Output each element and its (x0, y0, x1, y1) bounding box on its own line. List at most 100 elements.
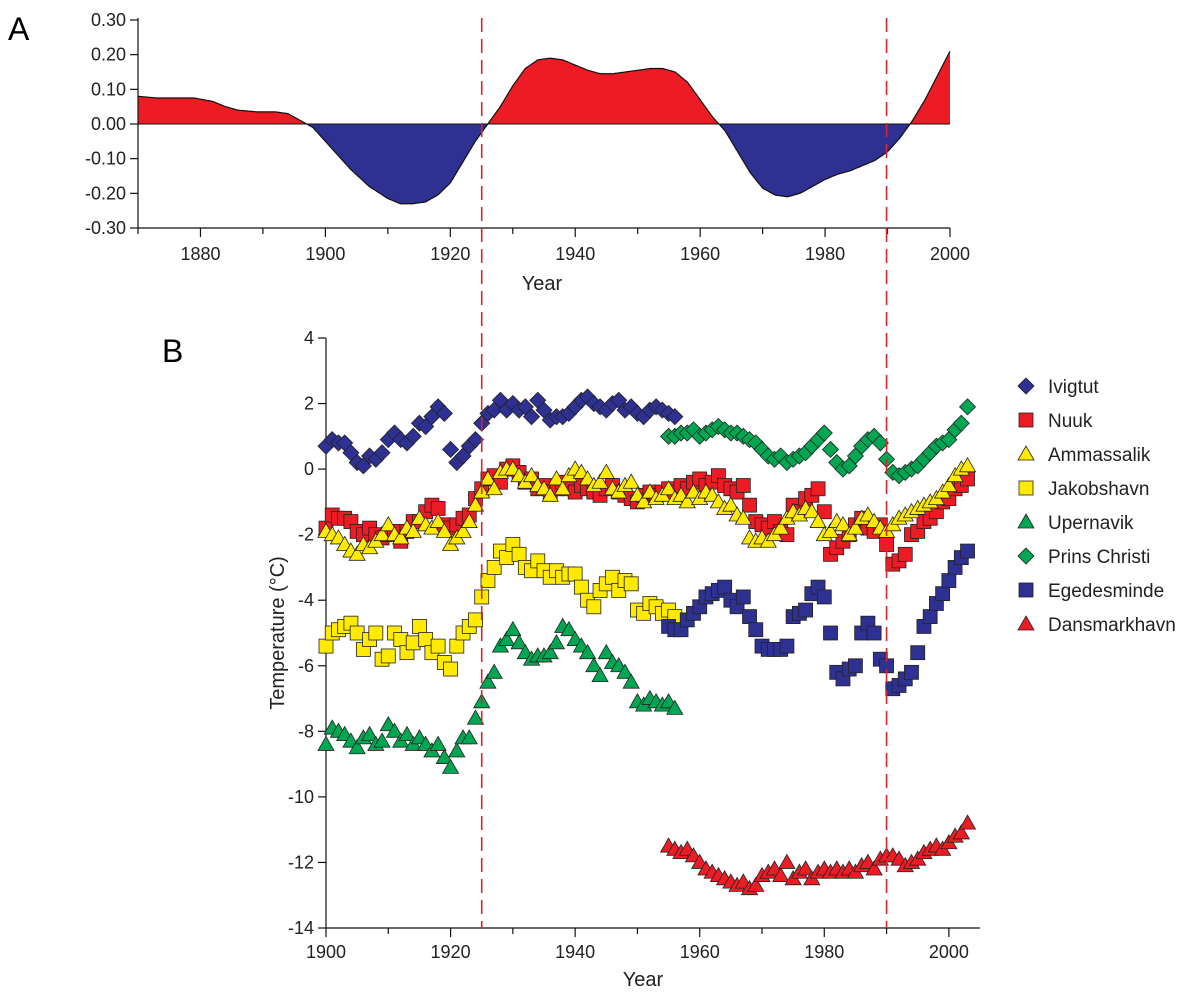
data-point (443, 661, 458, 677)
y-tick-label-b: -12 (288, 852, 314, 872)
data-point (466, 431, 485, 449)
data-point (935, 586, 951, 602)
data-point (742, 609, 757, 625)
data-point (511, 546, 527, 562)
data-point (958, 398, 977, 416)
legend-item: Nuuk (1018, 411, 1093, 432)
data-point (659, 479, 678, 496)
data-point (597, 643, 615, 660)
data-point (510, 634, 528, 650)
x-axis-title-b: Year (623, 969, 664, 991)
y-tick-label-b: -2 (298, 525, 314, 545)
data-point (816, 504, 832, 520)
data-point (779, 638, 795, 654)
data-point (441, 758, 460, 774)
series-ammassalik (317, 457, 977, 561)
legend-label: Egedesminde (1048, 581, 1164, 602)
data-point (578, 643, 597, 660)
area-outline (137, 50, 951, 205)
y-tick-label-b: -8 (298, 721, 314, 741)
legend-marker (1017, 547, 1035, 565)
y-tick-label-b: -6 (298, 656, 314, 676)
y-tick-label-b: -10 (288, 787, 314, 807)
data-point (522, 466, 541, 483)
x-tick-label-a: 2000 (930, 244, 970, 264)
data-point (485, 663, 503, 679)
data-point (466, 709, 485, 725)
data-point (742, 497, 757, 513)
data-point (380, 648, 396, 664)
data-point (866, 625, 882, 641)
x-tick-label-b: 1900 (306, 942, 346, 962)
data-point (522, 408, 541, 426)
data-point (485, 479, 503, 496)
data-point (368, 625, 384, 641)
legend-label: Jakobshavn (1048, 479, 1149, 500)
legend-marker (1017, 615, 1035, 631)
data-point (846, 519, 865, 535)
data-point (734, 509, 753, 525)
x-tick-label-a: 1960 (680, 244, 720, 264)
data-point (398, 725, 416, 742)
x-tick-label-b: 1980 (804, 942, 844, 962)
y-tick-label-a: 0.30 (91, 10, 126, 30)
data-point (573, 579, 589, 595)
data-point (717, 579, 733, 595)
reference-lines (480, 18, 888, 928)
data-point (318, 638, 334, 654)
x-tick-label-b: 1920 (431, 942, 471, 962)
panel-label-a: A (8, 11, 30, 47)
y-tick-label-b: -14 (288, 918, 314, 938)
data-point (958, 457, 977, 473)
data-point (941, 573, 957, 588)
x-tick-label-a: 1880 (180, 244, 220, 264)
data-point (823, 625, 838, 641)
data-point (541, 643, 559, 660)
data-point (404, 522, 422, 538)
legend-item: Egedesminde (1018, 581, 1164, 602)
data-point (666, 408, 684, 426)
data-point (412, 619, 427, 634)
y-tick-label-b: 4 (304, 328, 314, 348)
panel-b-chart: 4 2 0 -2 -4 -6 -8 -10 -12 -14 1900 1920 1940 1960 1980… (267, 328, 980, 991)
data-point (622, 473, 640, 489)
data-point (442, 440, 460, 459)
data-point (486, 560, 502, 575)
data-point (735, 589, 751, 605)
data-point (865, 860, 883, 876)
data-point (547, 470, 566, 486)
legend-item: Jakobshavn (1018, 479, 1149, 500)
data-point (940, 476, 958, 492)
data-point (634, 493, 653, 509)
legend-marker (1018, 412, 1034, 428)
series-dansmarkhavn (659, 814, 977, 896)
data-point (810, 481, 826, 497)
x-axis-title-a: Year (522, 273, 563, 295)
data-point (616, 663, 634, 679)
data-point (771, 519, 790, 535)
y-axis-title-b: Temperature (°C) (267, 556, 289, 710)
data-point (809, 512, 827, 528)
data-point (385, 722, 404, 738)
y-tick-label-b: 2 (304, 394, 314, 414)
data-point (317, 735, 335, 751)
data-point (623, 576, 639, 592)
data-point (429, 735, 447, 751)
data-point (553, 479, 572, 496)
data-point (560, 620, 578, 637)
legend-marker (1018, 480, 1034, 496)
legend-item: Prins Christi (1017, 547, 1150, 568)
x-tick-label-a: 1940 (555, 244, 595, 264)
legend: Ivigtut Nuuk Ammassalik Jakobshavn Upernavik… (1017, 377, 1176, 636)
y-tick-label-a: 0.00 (91, 114, 126, 134)
data-point (834, 516, 852, 532)
legend-label: Dansmarkhavn (1048, 615, 1176, 636)
data-point (910, 645, 926, 661)
data-point (468, 612, 483, 628)
data-point (735, 478, 751, 493)
data-point (448, 742, 466, 758)
data-point (567, 566, 583, 582)
data-point (848, 658, 863, 674)
data-point (429, 512, 447, 528)
panel-a-chart: 0.30 0.20 0.10 0.00 -0.10 -0.20 -0.30 1880 1900 1… (85, 10, 970, 295)
